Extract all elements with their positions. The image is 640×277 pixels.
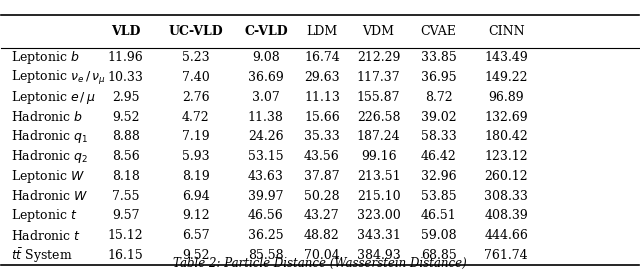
Text: 16.74: 16.74: [304, 51, 340, 64]
Text: VDM: VDM: [363, 25, 395, 38]
Text: 8.18: 8.18: [112, 170, 140, 183]
Text: Leptonic $t$: Leptonic $t$: [11, 207, 77, 224]
Text: 761.74: 761.74: [484, 249, 528, 262]
Text: 36.95: 36.95: [420, 71, 456, 84]
Text: 7.40: 7.40: [182, 71, 210, 84]
Text: 7.19: 7.19: [182, 130, 209, 143]
Text: 53.15: 53.15: [248, 150, 284, 163]
Text: 46.51: 46.51: [420, 209, 456, 222]
Text: 7.55: 7.55: [112, 189, 140, 202]
Text: 213.51: 213.51: [357, 170, 401, 183]
Text: 8.19: 8.19: [182, 170, 210, 183]
Text: 59.08: 59.08: [420, 229, 456, 242]
Text: 155.87: 155.87: [357, 91, 401, 104]
Text: 9.52: 9.52: [112, 111, 140, 124]
Text: 39.97: 39.97: [248, 189, 284, 202]
Text: 117.37: 117.37: [357, 71, 401, 84]
Text: 10.33: 10.33: [108, 71, 143, 84]
Text: 85.58: 85.58: [248, 249, 284, 262]
Text: Hadronic $W$: Hadronic $W$: [11, 189, 88, 203]
Text: 24.26: 24.26: [248, 130, 284, 143]
Text: 308.33: 308.33: [484, 189, 528, 202]
Text: 2.95: 2.95: [112, 91, 140, 104]
Text: $t\bar{t}$ System: $t\bar{t}$ System: [11, 246, 72, 265]
Text: 215.10: 215.10: [357, 189, 401, 202]
Text: 5.23: 5.23: [182, 51, 209, 64]
Text: 37.87: 37.87: [304, 170, 340, 183]
Text: 408.39: 408.39: [484, 209, 528, 222]
Text: 8.88: 8.88: [112, 130, 140, 143]
Text: 149.22: 149.22: [484, 71, 528, 84]
Text: Hadronic $b$: Hadronic $b$: [11, 110, 83, 124]
Text: 33.85: 33.85: [420, 51, 456, 64]
Text: LDM: LDM: [307, 25, 337, 38]
Text: 9.57: 9.57: [112, 209, 140, 222]
Text: 46.42: 46.42: [420, 150, 456, 163]
Text: 143.49: 143.49: [484, 51, 528, 64]
Text: 11.38: 11.38: [248, 111, 284, 124]
Text: 96.89: 96.89: [488, 91, 524, 104]
Text: 8.72: 8.72: [425, 91, 452, 104]
Text: 36.25: 36.25: [248, 229, 284, 242]
Text: Table 2: Particle Distance (Wasserstein Distance): Table 2: Particle Distance (Wasserstein …: [173, 257, 467, 270]
Text: 43.27: 43.27: [304, 209, 340, 222]
Text: 4.72: 4.72: [182, 111, 209, 124]
Text: Leptonic $W$: Leptonic $W$: [11, 168, 85, 185]
Text: 180.42: 180.42: [484, 130, 528, 143]
Text: 70.04: 70.04: [304, 249, 340, 262]
Text: 43.56: 43.56: [304, 150, 340, 163]
Text: 68.85: 68.85: [420, 249, 456, 262]
Text: 15.66: 15.66: [304, 111, 340, 124]
Text: 11.13: 11.13: [304, 91, 340, 104]
Text: C-VLD: C-VLD: [244, 25, 287, 38]
Text: 58.33: 58.33: [420, 130, 456, 143]
Text: Hadronic $t$: Hadronic $t$: [11, 229, 81, 243]
Text: 260.12: 260.12: [484, 170, 528, 183]
Text: CVAE: CVAE: [420, 25, 456, 38]
Text: 46.56: 46.56: [248, 209, 284, 222]
Text: 11.96: 11.96: [108, 51, 143, 64]
Text: 9.52: 9.52: [182, 249, 209, 262]
Text: 50.28: 50.28: [304, 189, 340, 202]
Text: 53.85: 53.85: [420, 189, 456, 202]
Text: 6.94: 6.94: [182, 189, 210, 202]
Text: 8.56: 8.56: [112, 150, 140, 163]
Text: CINN: CINN: [488, 25, 524, 38]
Text: 212.29: 212.29: [357, 51, 400, 64]
Text: 32.96: 32.96: [420, 170, 456, 183]
Text: 3.07: 3.07: [252, 91, 280, 104]
Text: UC-VLD: UC-VLD: [168, 25, 223, 38]
Text: 132.69: 132.69: [484, 111, 528, 124]
Text: Leptonic $e\,/\,\mu$: Leptonic $e\,/\,\mu$: [11, 89, 95, 106]
Text: 48.82: 48.82: [304, 229, 340, 242]
Text: 9.08: 9.08: [252, 51, 280, 64]
Text: 9.12: 9.12: [182, 209, 209, 222]
Text: Leptonic $\nu_e\,/\,\nu_\mu$: Leptonic $\nu_e\,/\,\nu_\mu$: [11, 69, 106, 87]
Text: 5.93: 5.93: [182, 150, 209, 163]
Text: VLD: VLD: [111, 25, 140, 38]
Text: 43.63: 43.63: [248, 170, 284, 183]
Text: Hadronic $q_2$: Hadronic $q_2$: [11, 148, 88, 165]
Text: 39.02: 39.02: [420, 111, 456, 124]
Text: 36.69: 36.69: [248, 71, 284, 84]
Text: 2.76: 2.76: [182, 91, 209, 104]
Text: 6.57: 6.57: [182, 229, 209, 242]
Text: 226.58: 226.58: [357, 111, 401, 124]
Text: 444.66: 444.66: [484, 229, 528, 242]
Text: 187.24: 187.24: [357, 130, 401, 143]
Text: 29.63: 29.63: [304, 71, 340, 84]
Text: 99.16: 99.16: [361, 150, 396, 163]
Text: 323.00: 323.00: [356, 209, 401, 222]
Text: 384.93: 384.93: [356, 249, 401, 262]
Text: Hadronic $q_1$: Hadronic $q_1$: [11, 128, 88, 145]
Text: 15.12: 15.12: [108, 229, 143, 242]
Text: 343.31: 343.31: [356, 229, 401, 242]
Text: 123.12: 123.12: [484, 150, 528, 163]
Text: 35.33: 35.33: [304, 130, 340, 143]
Text: Leptonic $b$: Leptonic $b$: [11, 49, 79, 66]
Text: 16.15: 16.15: [108, 249, 143, 262]
